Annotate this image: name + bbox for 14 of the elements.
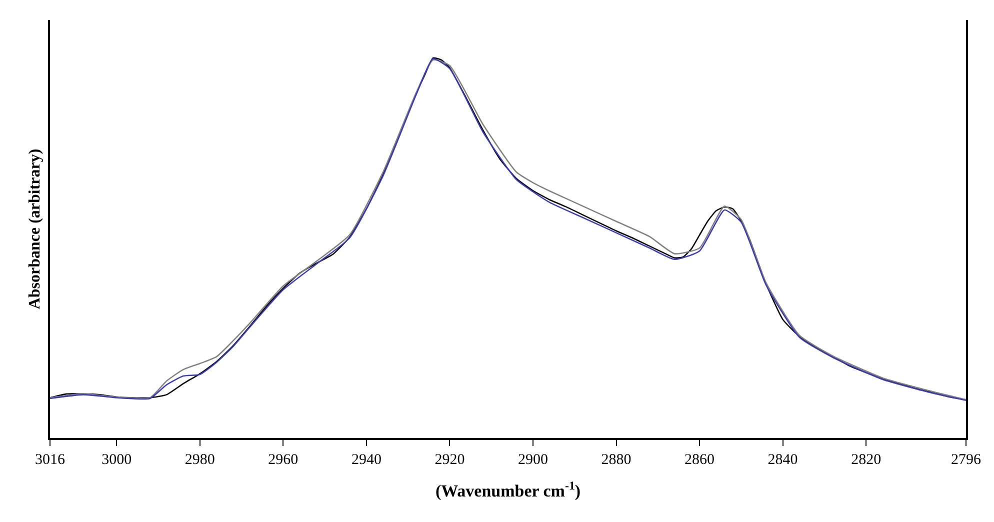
x-tick-label: 2960	[268, 452, 298, 468]
x-tick-label: 3016	[35, 452, 66, 468]
x-tick-label: 2940	[351, 452, 382, 468]
x-axis-title: (Wavenumber cm$^{-1}$)	[435, 478, 581, 501]
x-tick-label: 2860	[684, 452, 715, 468]
x-tick-label: 2920	[434, 452, 465, 468]
x-tick-label: 2900	[518, 452, 548, 468]
y-axis-title: Absorbance (arbitrary)	[26, 148, 44, 310]
x-tick-label: 2980	[184, 452, 215, 468]
x-tick-label: 2840	[768, 452, 798, 468]
x-tick-label: 2880	[601, 452, 632, 468]
x-tick-label: 2820	[851, 452, 882, 468]
x-tick-label: 3000	[102, 452, 132, 468]
x-tick-label: 2796	[951, 452, 982, 468]
